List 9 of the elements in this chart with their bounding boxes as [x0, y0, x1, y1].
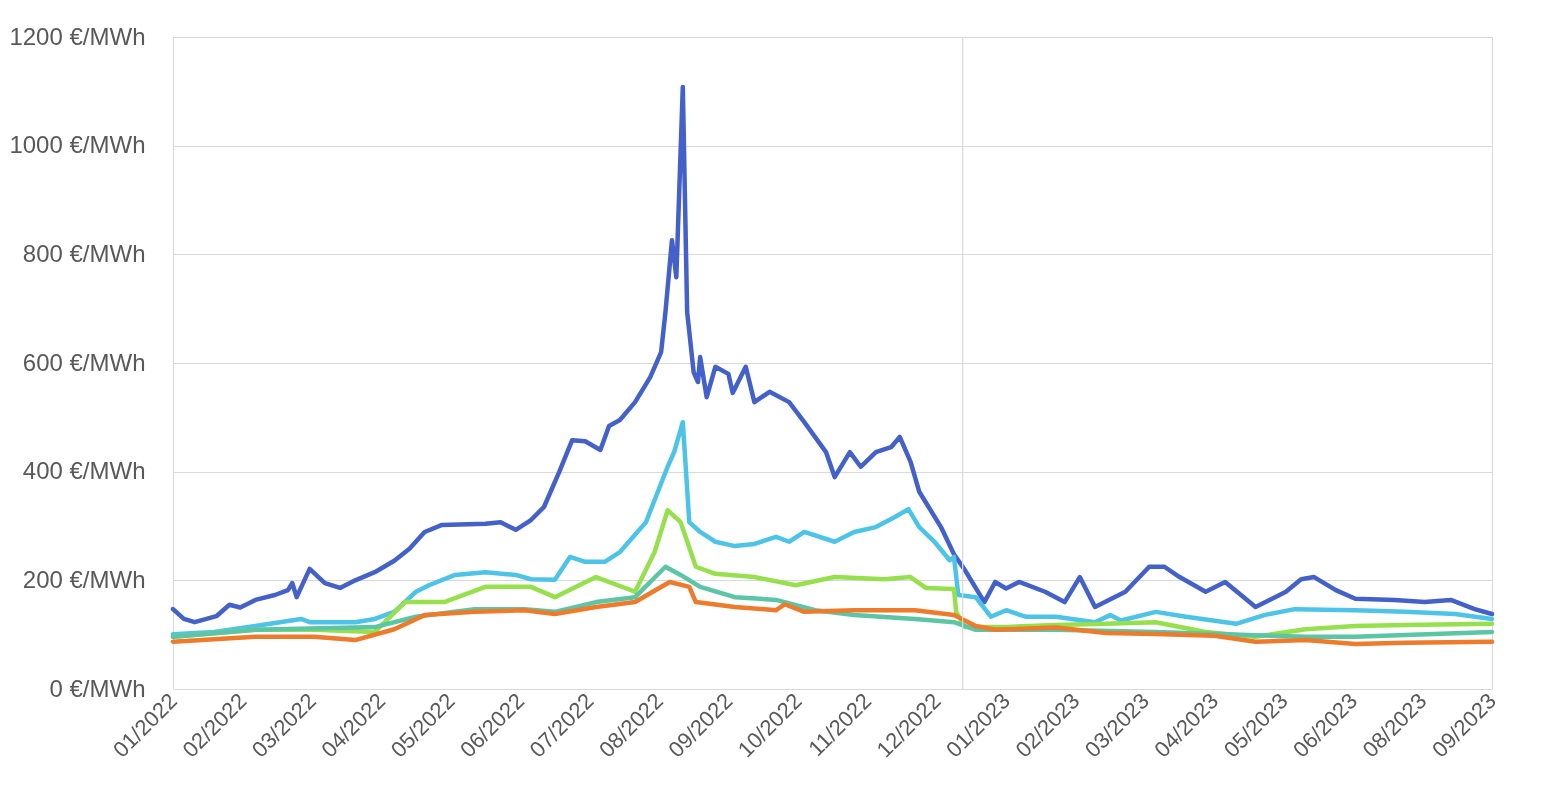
line-series — [170, 419, 1495, 637]
y-tick-label: 1200 €/MWh — [9, 22, 146, 50]
y-tick-label: 400 €/MWh — [22, 457, 146, 485]
y-tick-label: 1000 €/MWh — [9, 131, 146, 159]
line-series — [170, 84, 1495, 625]
y-tick-label: 800 €/MWh — [22, 239, 146, 267]
line-series — [170, 579, 1495, 647]
y-tick-label: 200 €/MWh — [22, 565, 146, 593]
y-tick-label: 600 €/MWh — [22, 348, 146, 376]
